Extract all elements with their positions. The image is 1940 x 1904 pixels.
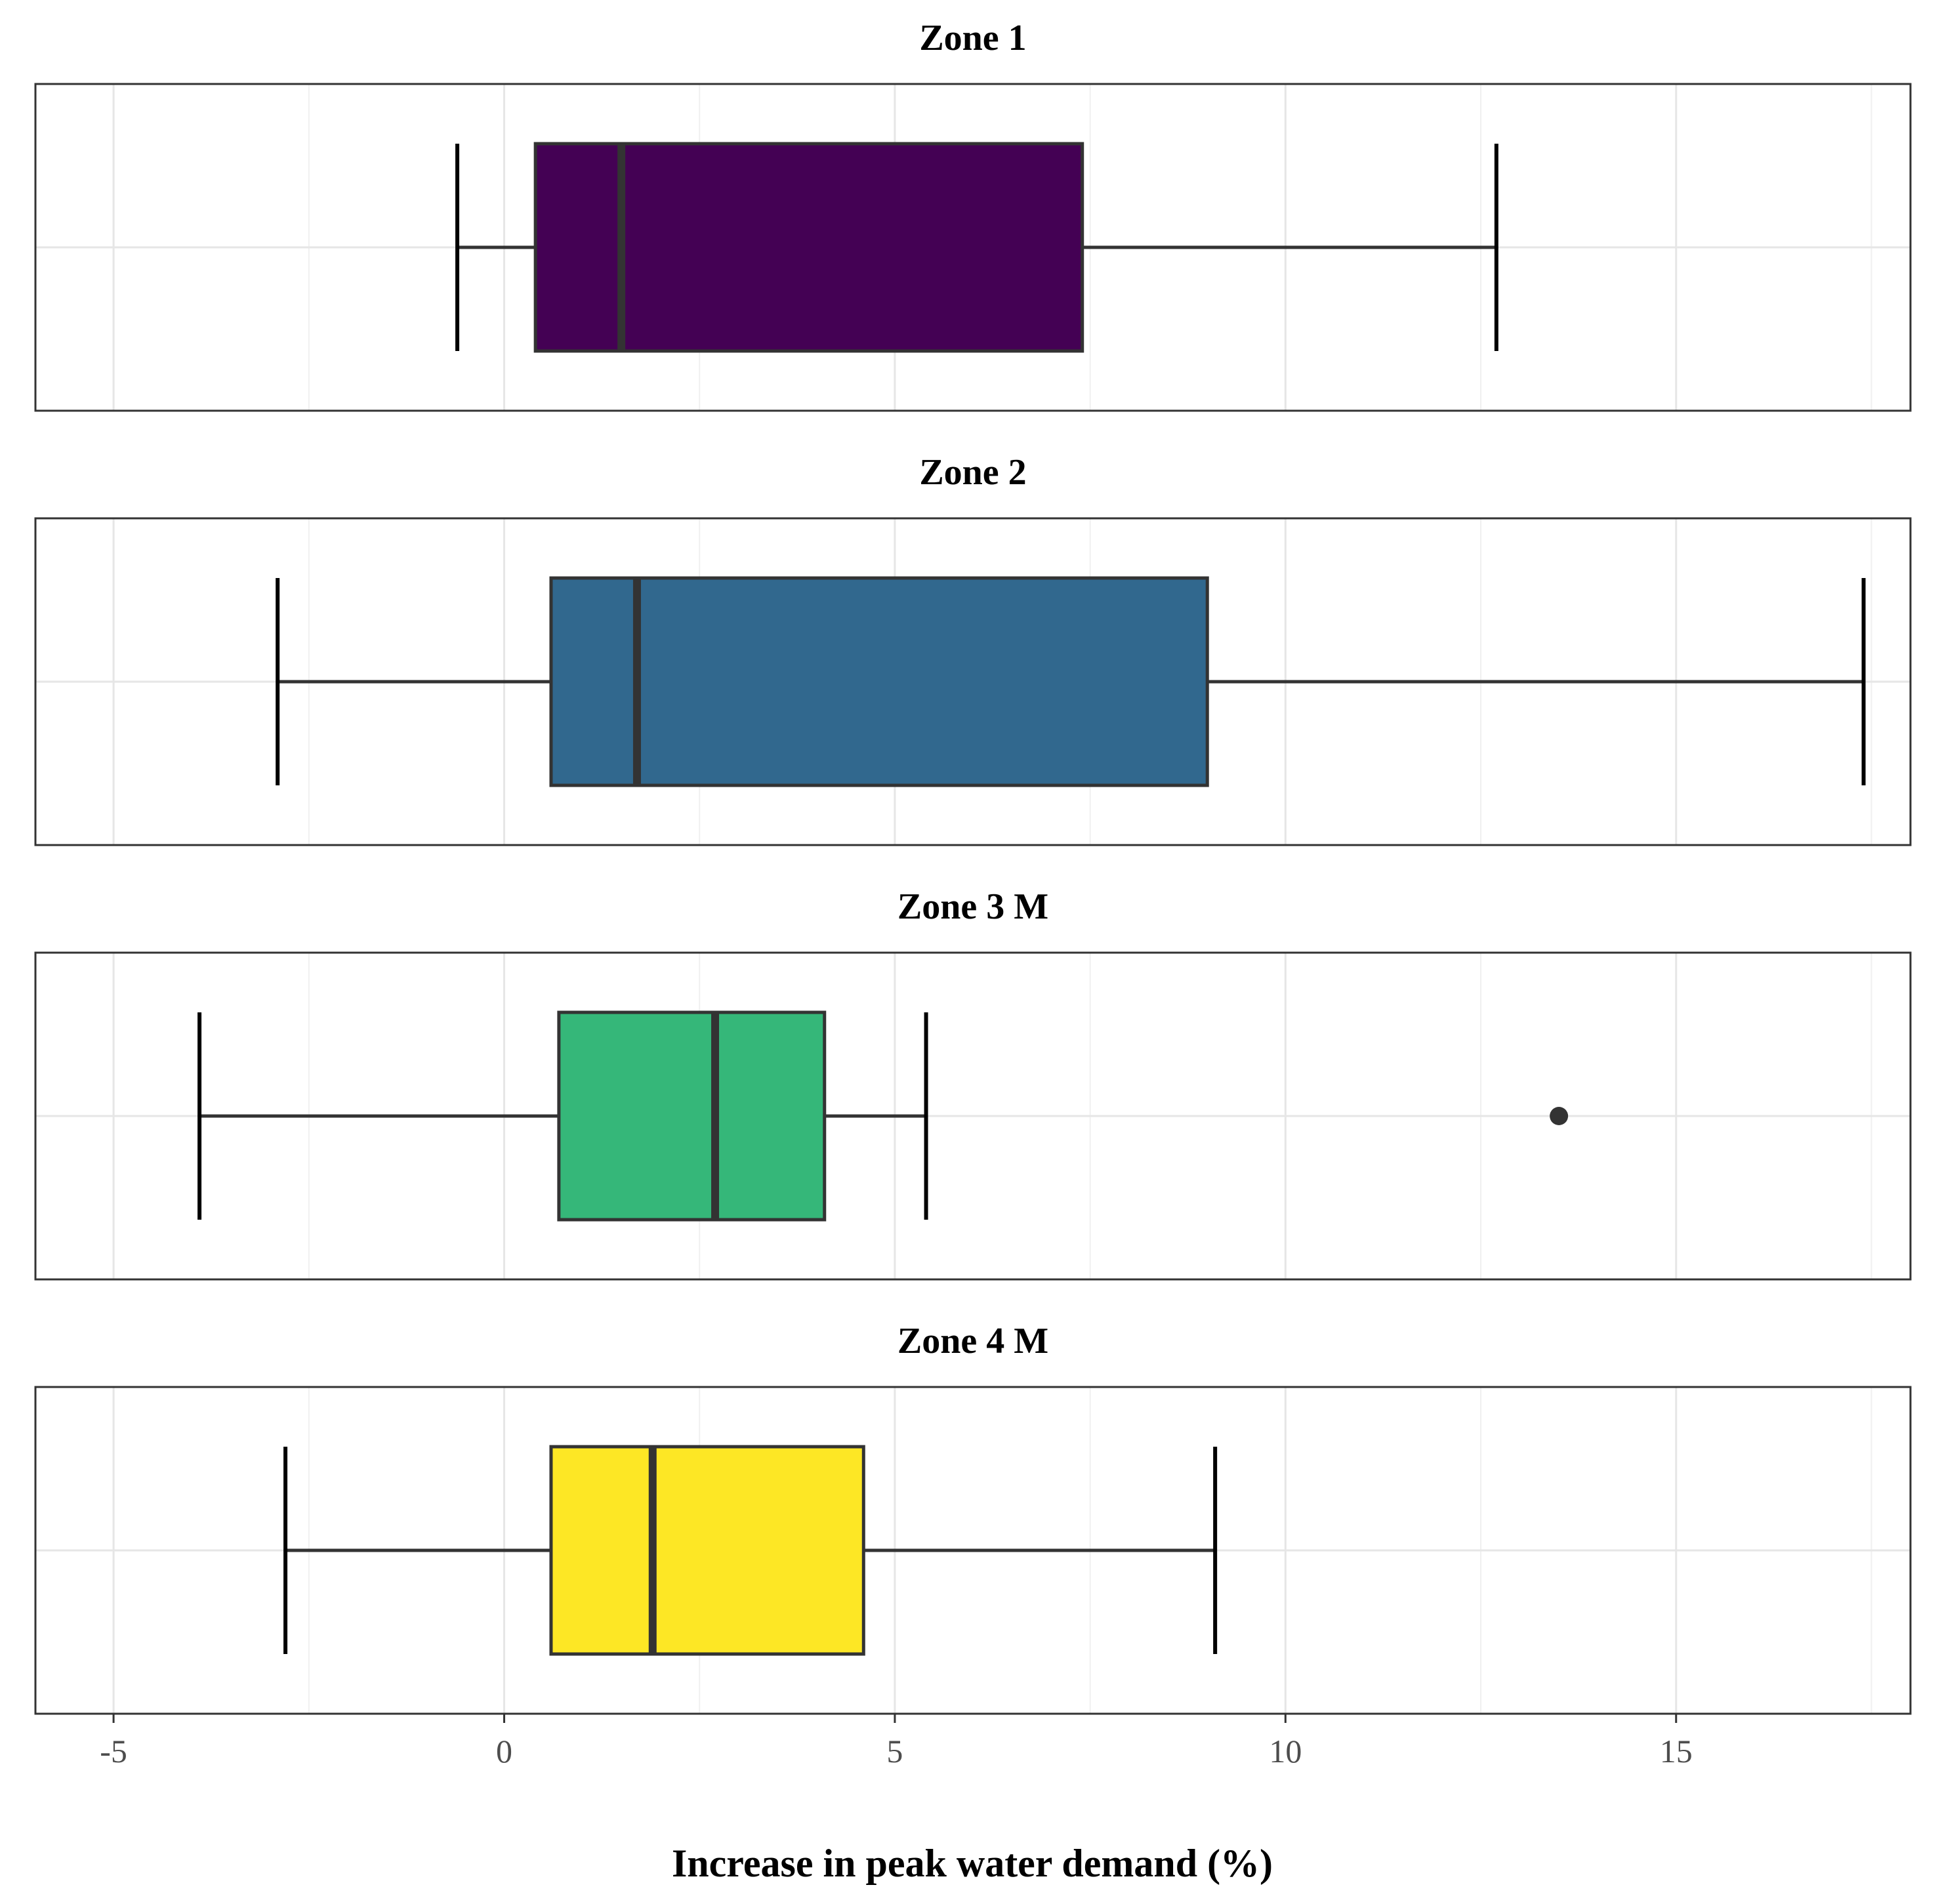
- panels-group: Zone 1 Zone 2 Zone 3 M Zone 4 M: [34, 18, 1912, 1715]
- x-tick-label: 15: [1660, 1733, 1693, 1769]
- panel-border: [34, 951, 1912, 1281]
- box-iqr: [533, 142, 1084, 353]
- x-axis-title: Increase in peak water demand (%): [672, 1842, 1273, 1885]
- x-tick-label: 10: [1269, 1733, 1302, 1769]
- panel-border: [34, 517, 1912, 846]
- outlier-point: [1550, 1107, 1569, 1125]
- panel-title: Zone 4 M: [898, 1321, 1048, 1361]
- panel-title: Zone 2: [919, 452, 1026, 493]
- panel-3: Zone 3 M: [34, 886, 1912, 1281]
- panel-title: Zone 3 M: [898, 886, 1048, 927]
- x-tick-label: 0: [496, 1733, 512, 1769]
- panel-1: Zone 1: [34, 18, 1912, 412]
- box-iqr: [557, 1010, 827, 1222]
- box-iqr: [549, 576, 1209, 787]
- panel-border: [34, 83, 1912, 412]
- x-tick-label: 5: [886, 1733, 903, 1769]
- box-iqr: [549, 1445, 865, 1656]
- panel-border: [34, 1386, 1912, 1715]
- panel-4: Zone 4 M: [34, 1321, 1912, 1715]
- panel-2: Zone 2: [34, 452, 1912, 846]
- x-tick-label: -5: [100, 1733, 127, 1769]
- x-axis: -5 0 5 10 15: [100, 1714, 1693, 1769]
- panel-title: Zone 1: [919, 18, 1026, 58]
